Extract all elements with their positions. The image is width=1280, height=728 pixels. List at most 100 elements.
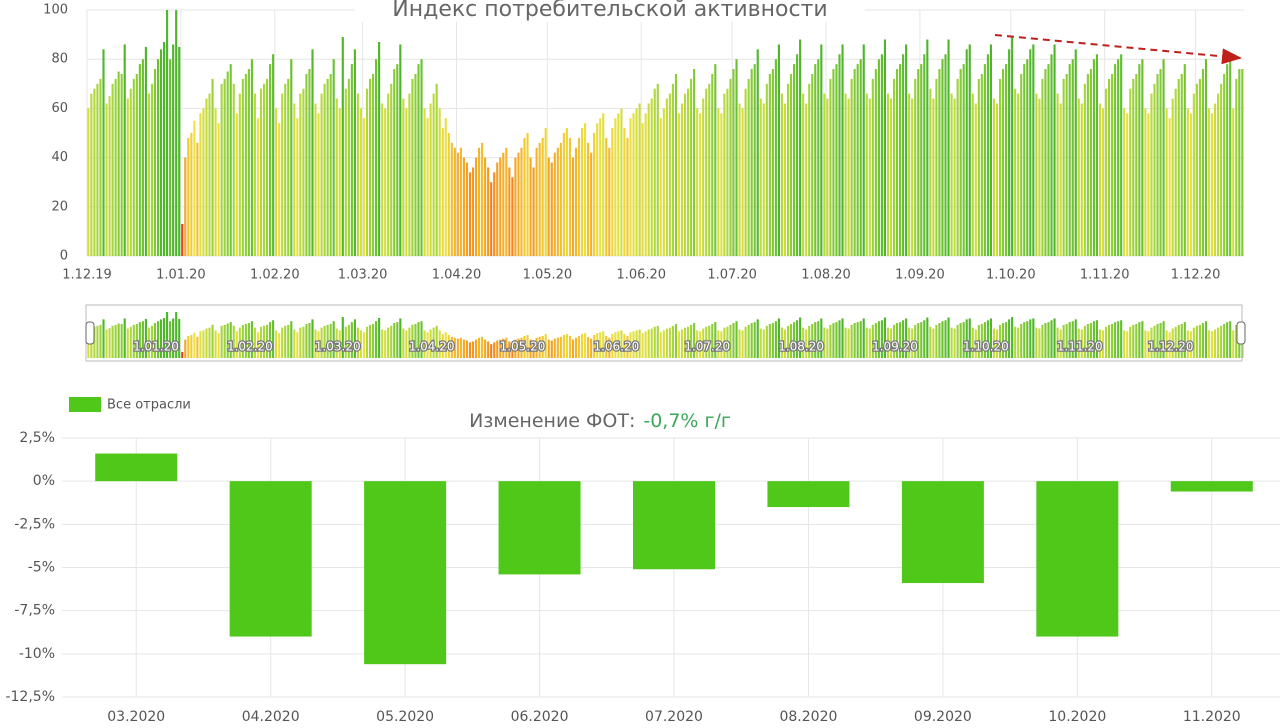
bar [1038, 98, 1041, 256]
x-tick-label: 1.10.20 [986, 268, 1036, 283]
bar [223, 324, 226, 358]
bar [932, 328, 935, 358]
bar [805, 103, 808, 256]
nav-tick-label: 1.12.20 [1148, 340, 1194, 354]
bar [1170, 481, 1253, 492]
title-annotation: -0,7% г/г [643, 410, 731, 432]
bar [465, 340, 469, 358]
bar [1065, 73, 1068, 257]
bar [311, 319, 314, 358]
nav-tick-label: 1.08.20 [778, 340, 824, 354]
bar [253, 93, 257, 256]
bar [235, 331, 238, 358]
bar [147, 93, 150, 256]
nav-tick-label: 1.04.20 [409, 340, 455, 354]
bar [517, 338, 520, 358]
nav-handle[interactable] [85, 321, 95, 345]
bar [735, 59, 738, 257]
bar [729, 78, 732, 256]
bar [767, 481, 850, 508]
bar [1186, 330, 1189, 358]
bar [1165, 330, 1168, 358]
bar [329, 323, 332, 358]
bar [259, 88, 263, 256]
bar [538, 336, 541, 358]
bar [953, 98, 956, 256]
bar [535, 337, 538, 358]
bar [1117, 321, 1120, 358]
bar [799, 39, 802, 256]
bar [1210, 113, 1214, 256]
bar [1026, 321, 1029, 358]
bar [320, 327, 323, 358]
bar [662, 108, 665, 257]
bar [184, 157, 187, 256]
bar [450, 142, 453, 256]
bar [983, 64, 986, 257]
bar [141, 321, 144, 358]
bar [308, 69, 311, 256]
bar [1029, 49, 1032, 256]
bar [998, 78, 1002, 256]
y-tick-label: 0% [33, 473, 55, 489]
bar [1023, 64, 1026, 257]
bar [323, 83, 326, 256]
bar [905, 44, 908, 256]
bar [859, 321, 862, 358]
bar [408, 327, 411, 358]
bar [1114, 64, 1117, 257]
bar [1053, 44, 1056, 256]
bar [883, 39, 886, 256]
bar [190, 335, 193, 358]
bar [399, 318, 402, 358]
bar [659, 332, 662, 358]
x-tick-label: 1.03.20 [338, 268, 388, 283]
bar [941, 321, 944, 358]
y-tick-label: 40 [51, 150, 68, 165]
bar [462, 157, 465, 256]
bar [917, 323, 920, 358]
bar [1235, 78, 1238, 256]
bar [1192, 93, 1195, 256]
bar [626, 335, 629, 358]
bar [980, 73, 983, 257]
bar [853, 323, 856, 358]
bar [256, 118, 260, 257]
bar [1068, 64, 1071, 257]
bar [217, 333, 220, 358]
bar [299, 93, 302, 256]
bar [135, 323, 138, 358]
bar [935, 324, 938, 358]
x-tick-label: 1.02.20 [250, 268, 300, 283]
bar [414, 323, 417, 358]
bar [677, 113, 681, 256]
bar [1098, 103, 1102, 256]
bar [499, 157, 502, 256]
bar [1171, 328, 1174, 358]
bar [1159, 323, 1162, 358]
bar [1165, 108, 1168, 257]
bar [290, 321, 293, 358]
bar [178, 318, 181, 358]
bar [629, 332, 632, 358]
bar [817, 59, 820, 257]
bar [783, 329, 787, 358]
bar [717, 108, 720, 257]
nav-tick-label: 1.02.20 [227, 340, 273, 354]
bar [314, 329, 317, 358]
bar [156, 59, 160, 257]
bar [644, 331, 647, 358]
nav-handle[interactable] [1236, 321, 1246, 345]
bar [920, 322, 923, 358]
bar [708, 83, 711, 256]
bar [211, 324, 214, 358]
bar [256, 332, 260, 358]
bar [1008, 49, 1011, 256]
bar [411, 78, 414, 256]
x-tick-label: 04.2020 [242, 709, 300, 725]
bar [911, 328, 914, 358]
bar [350, 322, 353, 358]
bar [820, 44, 823, 256]
bar [862, 44, 865, 256]
bar [335, 328, 338, 358]
